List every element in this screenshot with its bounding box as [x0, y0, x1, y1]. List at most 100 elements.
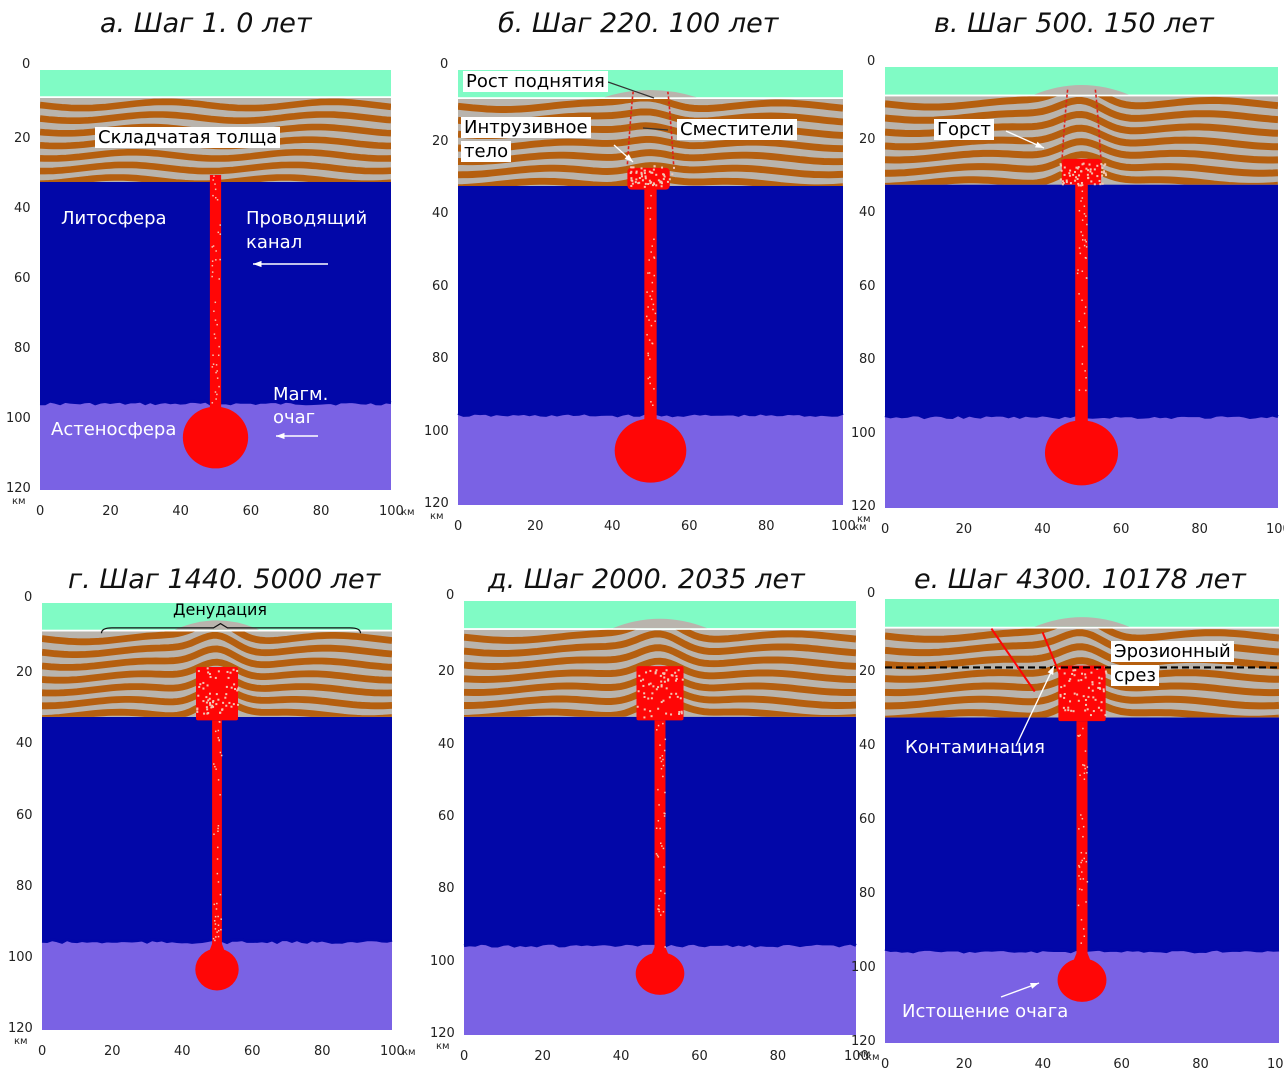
intrusion-speckle [675, 678, 678, 681]
channel-speckle [1078, 389, 1081, 391]
label-channel-line1: Проводящий [246, 208, 368, 229]
intrusion-speckle [1077, 182, 1080, 185]
folded-strata [885, 96, 1278, 185]
y-unit-label: км [857, 514, 871, 525]
intrusion-speckle [1103, 164, 1106, 167]
intrusion-speckle [1062, 181, 1065, 184]
x-tick-label: 20 [104, 1044, 121, 1059]
x-tick-label: 100 [844, 1049, 869, 1064]
fold-band [40, 149, 391, 162]
intrusion-speckle [224, 696, 227, 699]
intrusion-speckle [648, 170, 651, 173]
channel-speckle [656, 729, 658, 731]
fold-band [885, 138, 1278, 164]
intrusion-speckle [230, 705, 233, 708]
intrusion-speckle [1063, 672, 1066, 675]
intrusion-speckle [645, 671, 648, 674]
y-unit-label: км [430, 511, 444, 522]
intrusion-speckle [1080, 170, 1083, 173]
y-tick-label: 100 [430, 953, 455, 969]
feeder-channel [654, 720, 666, 956]
intrusion-speckle [649, 682, 652, 685]
intrusion-speckle [1078, 174, 1081, 177]
channel-speckle [657, 788, 659, 791]
intrusion-speckle [654, 671, 657, 674]
depletion-arrow-head [1030, 983, 1039, 989]
x-unit-label: км [401, 507, 415, 518]
intrusion-speckle [1087, 176, 1090, 179]
channel-speckle [655, 853, 658, 855]
channel-speckle [217, 354, 220, 357]
channel-speckle [653, 257, 656, 259]
intrusion-speckle [653, 165, 656, 168]
channel-speckle [216, 199, 219, 201]
intrusion-speckle [1063, 166, 1066, 169]
panel-title: е. Шаг 4300. 10178 лет [914, 564, 1246, 595]
fold-bands [458, 99, 843, 186]
intrusive-arrow [613, 144, 634, 163]
y-tick-label: 40 [859, 205, 876, 220]
depletion-arrow [1000, 982, 1040, 998]
fold-band [885, 683, 1279, 710]
magma-chamber [635, 952, 685, 995]
fold-bands [885, 628, 1279, 718]
y-tick-label: 120 [6, 481, 31, 496]
channel-speckle [1082, 764, 1084, 766]
intrusion-speckle [1080, 170, 1083, 173]
channel-speckle [656, 854, 659, 857]
channel-speckle [213, 920, 216, 922]
channel-speckle [1085, 277, 1088, 279]
label-channel-line2: канал [246, 232, 303, 253]
channel-speckle [214, 923, 217, 925]
asthenosphere-layer [885, 416, 1278, 508]
channel-speckle [650, 194, 652, 197]
intrusion-speckle [205, 701, 208, 704]
intrusion-speckle [1087, 695, 1090, 698]
folded-strata [458, 99, 843, 186]
x-tick-label: 40 [172, 504, 189, 519]
intrusion-speckle [660, 701, 663, 704]
label-depletion: Истощение очага [902, 1001, 1069, 1022]
intrusion-speckle [1075, 166, 1078, 169]
intrusion-speckle [1081, 672, 1084, 675]
channel-speckle [216, 377, 219, 379]
intrusion-speckle [650, 171, 653, 174]
folded-strata [42, 631, 392, 717]
x-tick-label: 60 [691, 1049, 708, 1064]
channel-speckle [1083, 180, 1085, 183]
y-tick-label: 0 [867, 54, 876, 69]
intrusion-speckle [1058, 667, 1061, 670]
panel-title: г. Шаг 1440. 5000 лет [68, 564, 381, 595]
channel-speckle [659, 744, 661, 746]
fold-band [42, 658, 392, 684]
channel-speckle [646, 291, 648, 293]
intrusion-speckle [197, 670, 200, 673]
intrusion-speckle [211, 701, 214, 704]
fold-band [885, 151, 1278, 177]
channel-speckle [211, 402, 214, 404]
panel-b: б. Шаг 220. 100 лет Рост поднятия Интруз… [424, 0, 867, 535]
intrusion-speckle [642, 678, 645, 681]
section-plot [463, 601, 857, 1035]
intrusion-speckle [197, 694, 200, 697]
y-tick-label: 100 [8, 949, 33, 965]
intrusion-speckle [665, 687, 668, 690]
fold-bands [42, 631, 392, 717]
intrusion-speckle [652, 168, 655, 171]
intrusion-speckle [644, 175, 647, 178]
intrusion-speckle [1077, 699, 1080, 702]
channel-speckle [651, 281, 654, 284]
channel-speckle [1080, 851, 1083, 854]
intrusion-speckle [1072, 669, 1075, 672]
y-tick-label: 60 [438, 809, 455, 824]
channel-speckle [218, 345, 220, 348]
intrusion-speckle [643, 169, 646, 172]
channel-speckle [657, 908, 659, 910]
fault-line-left [1061, 88, 1069, 163]
channel-speckle [1078, 875, 1080, 877]
intrusion-speckle [681, 678, 684, 681]
channel-speckle [219, 233, 222, 235]
channel-speckle [661, 755, 664, 757]
channel-speckle [211, 271, 214, 273]
intrusion-speckle [217, 670, 220, 673]
